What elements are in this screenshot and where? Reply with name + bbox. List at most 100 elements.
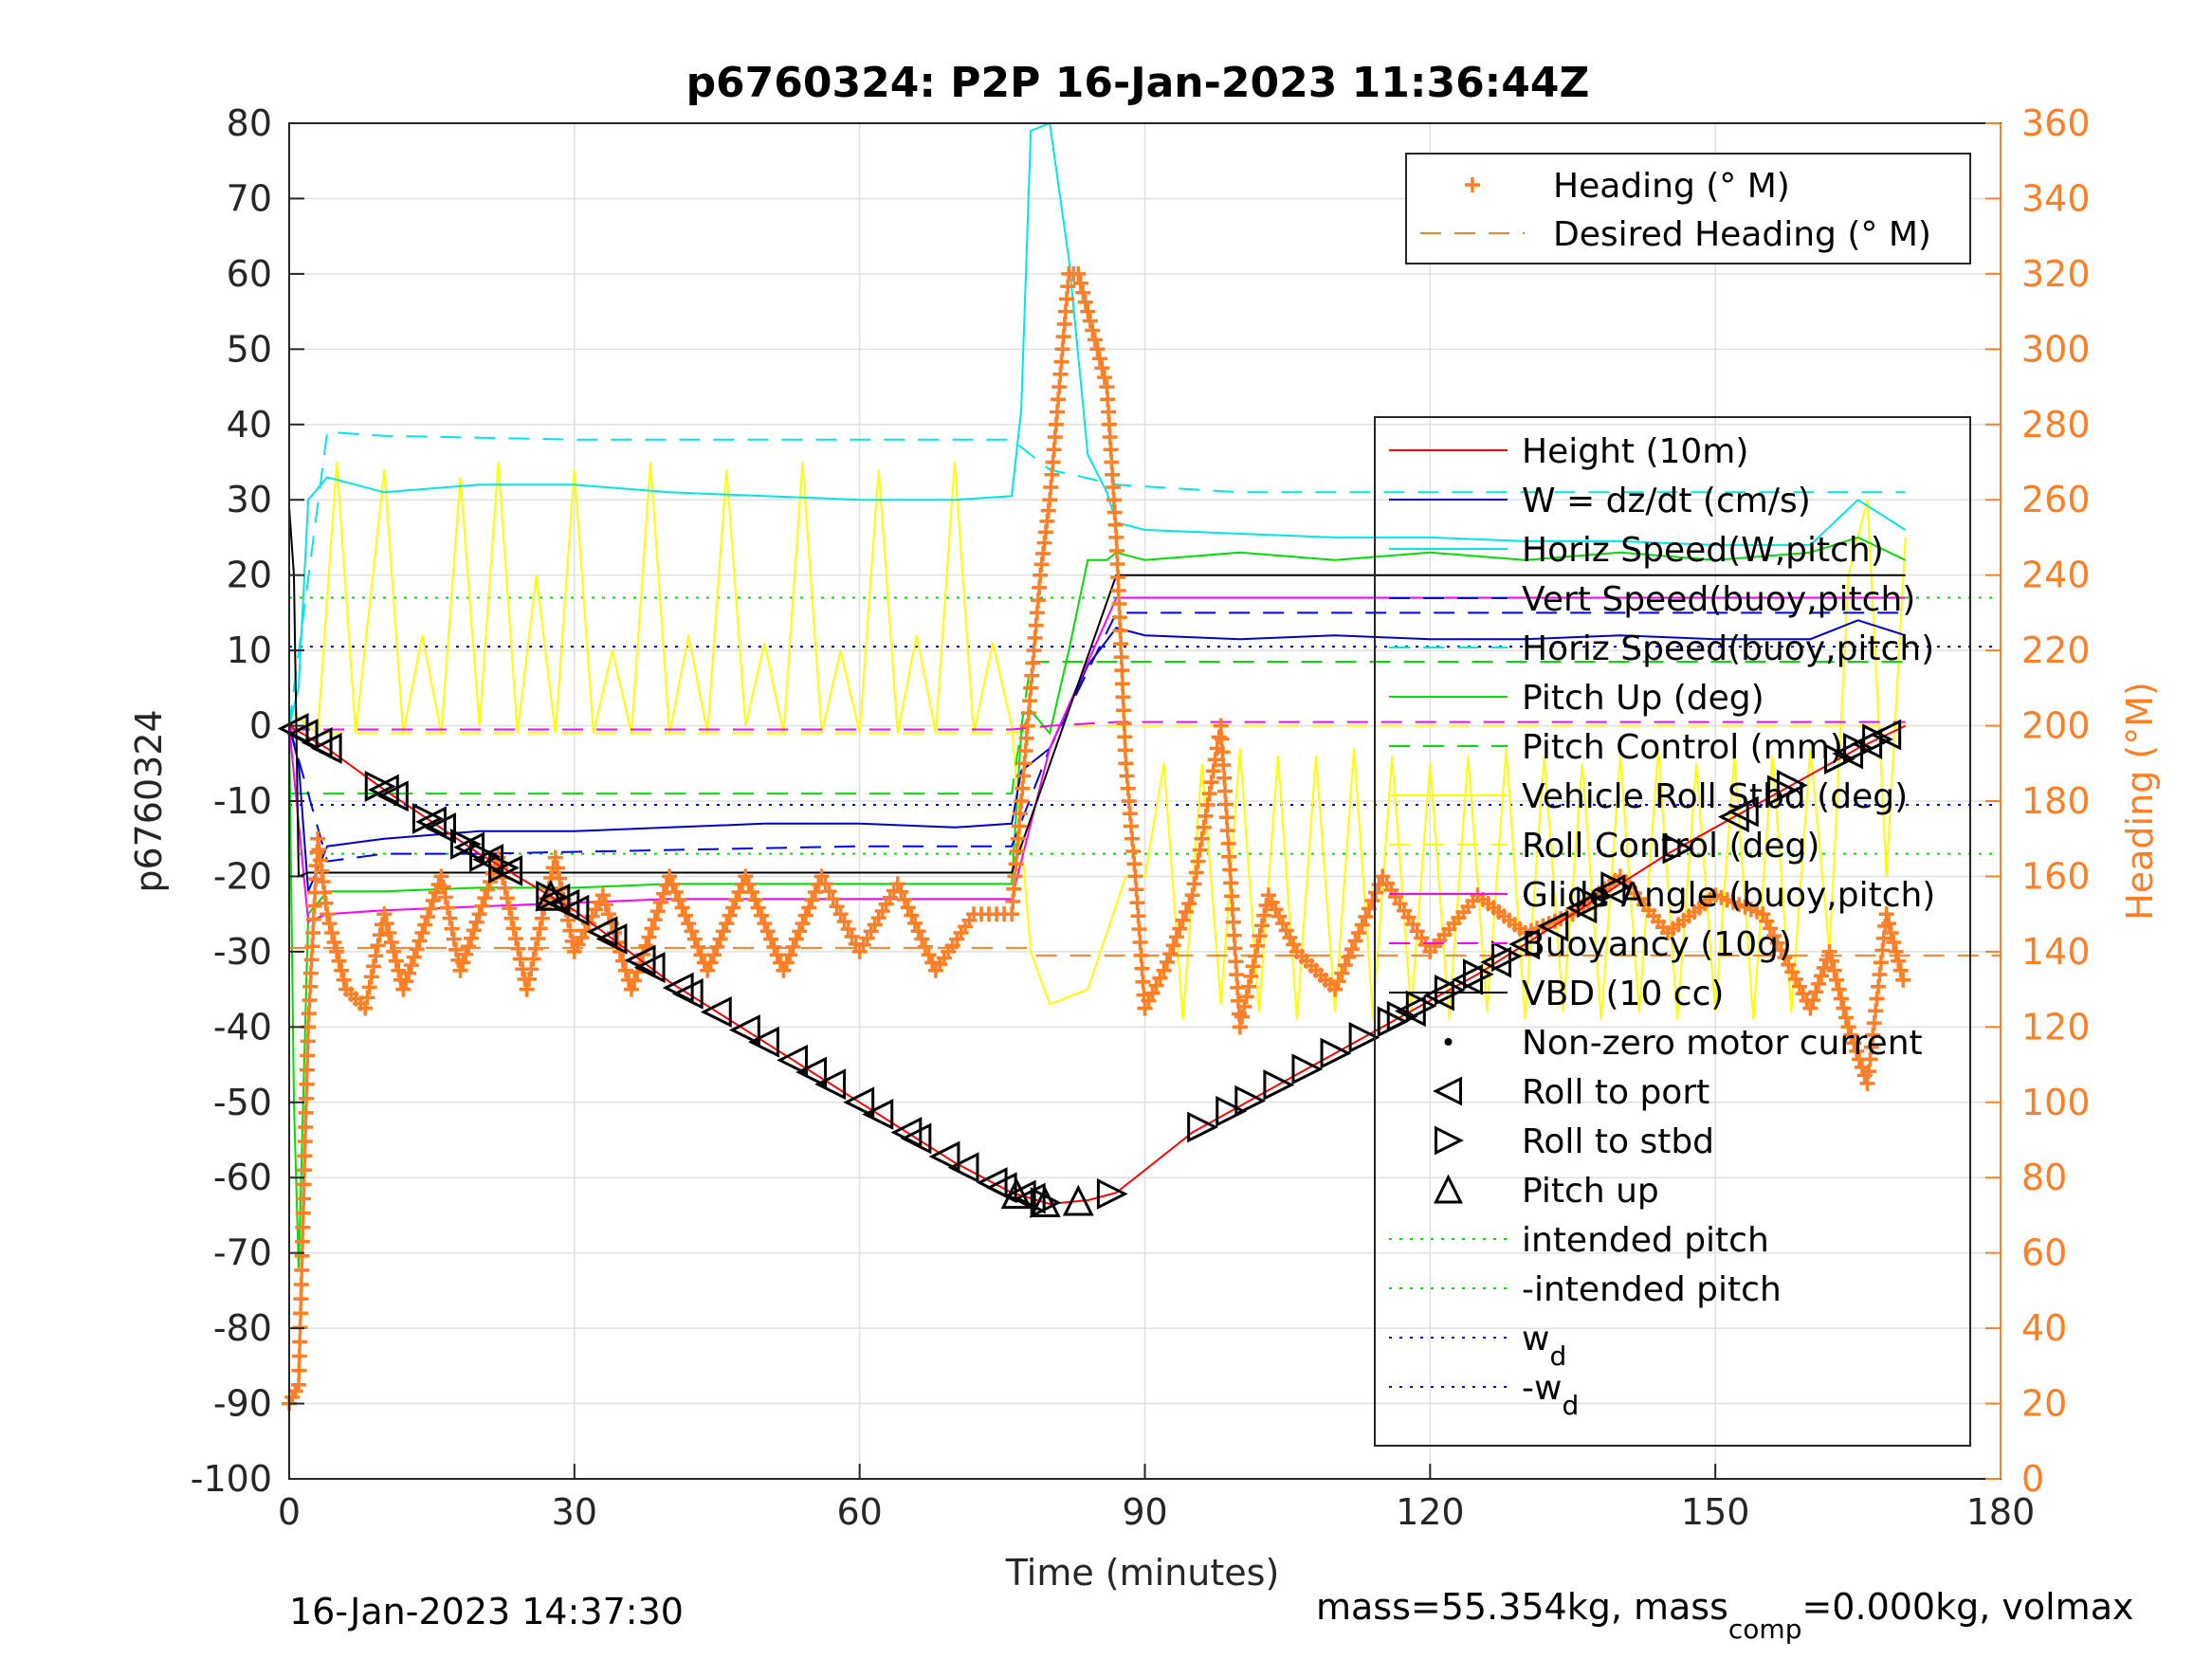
heading-point [1248, 948, 1263, 964]
heading-point [719, 916, 735, 932]
heading-point [1347, 933, 1363, 949]
heading-point [597, 897, 613, 913]
legend-label: wd [1522, 1320, 1566, 1372]
heading-point [547, 849, 563, 866]
heading-point [667, 884, 684, 900]
pitch-up-line [288, 536, 1907, 1268]
legend-label: Height (10m) [1522, 432, 1748, 471]
heading-point [1238, 989, 1254, 1005]
roll-to-stbd-marker [1824, 743, 1856, 775]
heading-point [293, 1291, 309, 1307]
heading-point [294, 1262, 310, 1278]
heading-point [1211, 729, 1227, 745]
pitch-up-marker [1029, 1186, 1061, 1218]
heading-point [684, 923, 700, 939]
heading-point [686, 931, 703, 947]
roll-to-stbd-marker [1263, 1069, 1295, 1101]
heading-point [1109, 556, 1125, 572]
roll-to-port-marker [748, 1026, 779, 1058]
roll-to-port-marker [947, 1152, 979, 1184]
heading-point [1159, 954, 1175, 970]
heading-point [722, 907, 738, 923]
heading-point [1364, 893, 1380, 908]
legend-label: Pitch Up (deg) [1522, 679, 1764, 718]
x-tick-label: 0 [278, 1491, 301, 1533]
heading-point [700, 962, 716, 978]
pitch-control-line [289, 661, 1906, 795]
heading-point [464, 930, 479, 946]
heading-point [1110, 570, 1126, 585]
roll-to-port-marker [1537, 910, 1569, 942]
legend-label: Buoyancy (10g) [1522, 925, 1792, 964]
y-tick-label-right: 0 [2021, 1458, 2044, 1500]
heading-point [1080, 303, 1096, 319]
heading-point [1217, 783, 1234, 799]
heading-point [1188, 865, 1204, 881]
heading-point [1207, 752, 1223, 768]
heading-point [1883, 925, 1899, 940]
heading-point [759, 923, 776, 939]
heading-point [1229, 967, 1245, 983]
heading-point [1132, 935, 1148, 950]
heading-point [1130, 908, 1146, 924]
roll-to-stbd-marker [450, 829, 482, 860]
heading-point [1226, 927, 1242, 943]
heading-point [433, 868, 449, 884]
heading-point [1327, 981, 1344, 997]
heading-point [1840, 1019, 1856, 1035]
heading-point [652, 894, 668, 910]
heading-point [1224, 902, 1240, 917]
legend-heading-label: Heading (° M) [1553, 167, 1790, 206]
heading-point [1236, 998, 1252, 1014]
heading-point [534, 910, 550, 926]
roll-to-stbd-marker [1096, 1178, 1128, 1210]
heading-point [395, 981, 411, 997]
heading-point [297, 1148, 313, 1164]
roll-to-stbd-marker [364, 771, 396, 802]
y-tick-label-left: -50 [213, 1082, 272, 1123]
heading-point [671, 892, 687, 908]
heading-point [624, 981, 639, 997]
legend-label: W = dz/dt (cm/s) [1522, 482, 1811, 520]
heading-point [383, 935, 399, 950]
heading-point [1077, 294, 1093, 310]
y-tick-label-right: 240 [2021, 555, 2091, 596]
roll-to-port-marker [310, 732, 342, 764]
heading-point [728, 892, 744, 908]
heading-point [1216, 770, 1233, 786]
heading-point [295, 1219, 311, 1235]
heading-point [910, 923, 926, 939]
heading-point [1213, 718, 1229, 734]
heading-point [738, 868, 754, 884]
heading-point [423, 901, 438, 917]
heading-point [1172, 921, 1188, 937]
heading-point [1838, 1010, 1854, 1026]
heading-point [1117, 729, 1133, 745]
heading-point [1221, 848, 1237, 865]
legend-heading-box [1405, 153, 1971, 264]
heading-point [627, 973, 643, 989]
heading-point [458, 946, 474, 962]
heading-point [1205, 763, 1221, 779]
heading-point [797, 907, 814, 923]
roll-to-stbd-marker [1386, 1000, 1418, 1032]
heading-point [1836, 1000, 1852, 1016]
heading-point [409, 941, 425, 957]
heading-point [1245, 958, 1261, 975]
heading-point [1334, 965, 1350, 981]
heading-point [505, 921, 521, 937]
heading-point [1135, 974, 1151, 990]
heading-point [1192, 842, 1208, 858]
y-tick-label-right: 60 [2021, 1232, 2067, 1274]
legend-heading: Heading (° M) Desired Heading (° M) [1405, 153, 1971, 264]
heading-point [552, 870, 568, 886]
heading-point [1196, 819, 1212, 835]
heading-point [309, 844, 325, 860]
heading-point [357, 1000, 374, 1016]
y-tick-label-right: 100 [2021, 1082, 2091, 1123]
heading-point [1824, 953, 1839, 969]
legend-swatch [1434, 1174, 1463, 1204]
heading-point [502, 901, 518, 917]
x-tick-label: 120 [1396, 1491, 1465, 1533]
heading-point [391, 962, 407, 978]
